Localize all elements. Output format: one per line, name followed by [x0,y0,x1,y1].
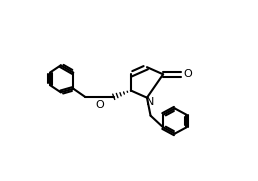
Text: O: O [183,69,192,79]
Text: O: O [95,100,104,110]
Text: N: N [146,97,154,107]
